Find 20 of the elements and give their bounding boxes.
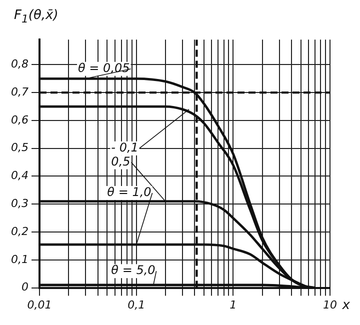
y-tick-label: 0,7 — [10, 85, 28, 98]
text: - 0,1 — [111, 140, 138, 154]
x-tick-label: 0,1 — [128, 298, 146, 312]
x-tick-label: 0,01 — [27, 298, 52, 312]
y-tick-label: 0 — [21, 280, 28, 294]
y-tick-label: 0,2 — [10, 224, 28, 238]
text: θ = 1,0 — [107, 185, 152, 200]
legend-label: θ = 5,0 — [111, 263, 156, 278]
y-tick-label: 0,6 — [10, 113, 28, 126]
x-axis-title: x — [342, 298, 350, 313]
y-tick-label: 0,5 — [10, 141, 28, 154]
y-tick-label: 0,8 — [10, 58, 28, 71]
text: 0,5 — [111, 154, 130, 168]
x-tick-label: 1 — [230, 298, 237, 312]
y-tick-label: 0,3 — [10, 196, 28, 210]
y-axis-title: F$_{1}$(θ,x̄) — [14, 8, 58, 26]
y-tick-label: 0,1 — [10, 252, 28, 266]
x-tick-label: 10 — [323, 298, 337, 312]
series-label: θ = 0,05 — [78, 61, 130, 76]
y-tick-label: 0,4 — [10, 169, 28, 182]
